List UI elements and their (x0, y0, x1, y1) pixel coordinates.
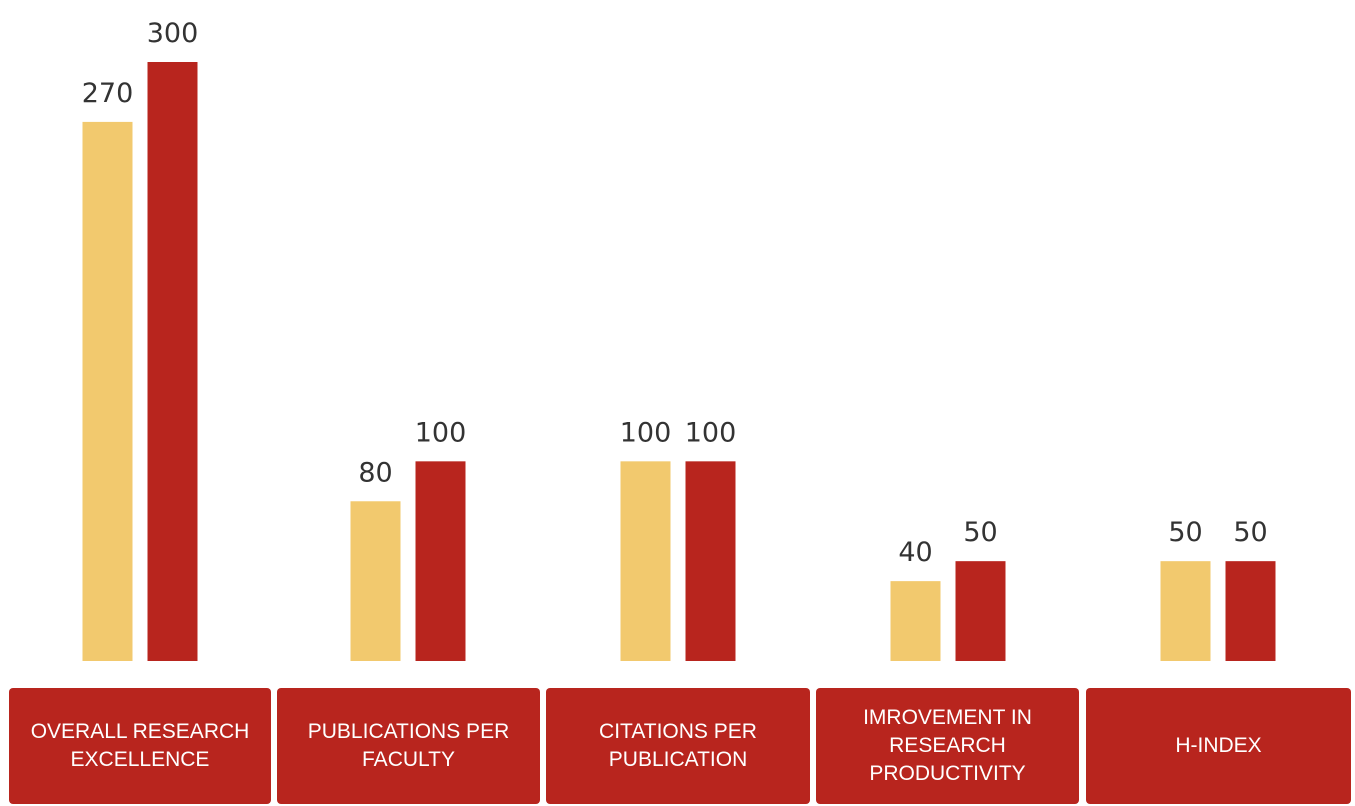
data-labels-layer: 270 300 80 100 100 100 40 50 50 50 (82, 18, 1268, 568)
bar-series1-cat1 (82, 121, 133, 661)
category-label-5: H-INDEX (1086, 688, 1351, 804)
data-label-series1-cat5: 50 (1168, 517, 1202, 548)
data-label-series1-cat2: 80 (358, 457, 392, 488)
bars-layer (82, 62, 1276, 661)
category-label-1: OVERALL RESEARCH EXCELLENCE (9, 688, 271, 804)
category-label-3: CITATIONS PER PUBLICATION (546, 688, 810, 804)
bar-series1-cat3 (620, 461, 671, 661)
data-label-series2-cat1: 300 (147, 18, 199, 49)
category-label-4: IMROVEMENT IN RESEARCH PRODUCTIVITY (816, 688, 1079, 804)
data-label-series1-cat1: 270 (82, 78, 134, 109)
data-label-series2-cat4: 50 (963, 517, 997, 548)
data-label-series2-cat2: 100 (415, 417, 467, 448)
data-label-series2-cat3: 100 (685, 417, 737, 448)
bar-series2-cat4 (955, 561, 1006, 661)
bar-series1-cat5 (1160, 561, 1211, 661)
bar-series1-cat4 (890, 581, 941, 661)
bar-series2-cat2 (415, 461, 466, 661)
bar-series2-cat1 (147, 62, 198, 661)
data-label-series1-cat3: 100 (620, 417, 672, 448)
bar-series1-cat2 (350, 501, 401, 661)
data-label-series1-cat4: 40 (898, 537, 932, 568)
data-label-series2-cat5: 50 (1233, 517, 1267, 548)
bar-series2-cat5 (1225, 561, 1276, 661)
bar-series2-cat3 (685, 461, 736, 661)
category-label-2: PUBLICATIONS PER FACULTY (277, 688, 540, 804)
